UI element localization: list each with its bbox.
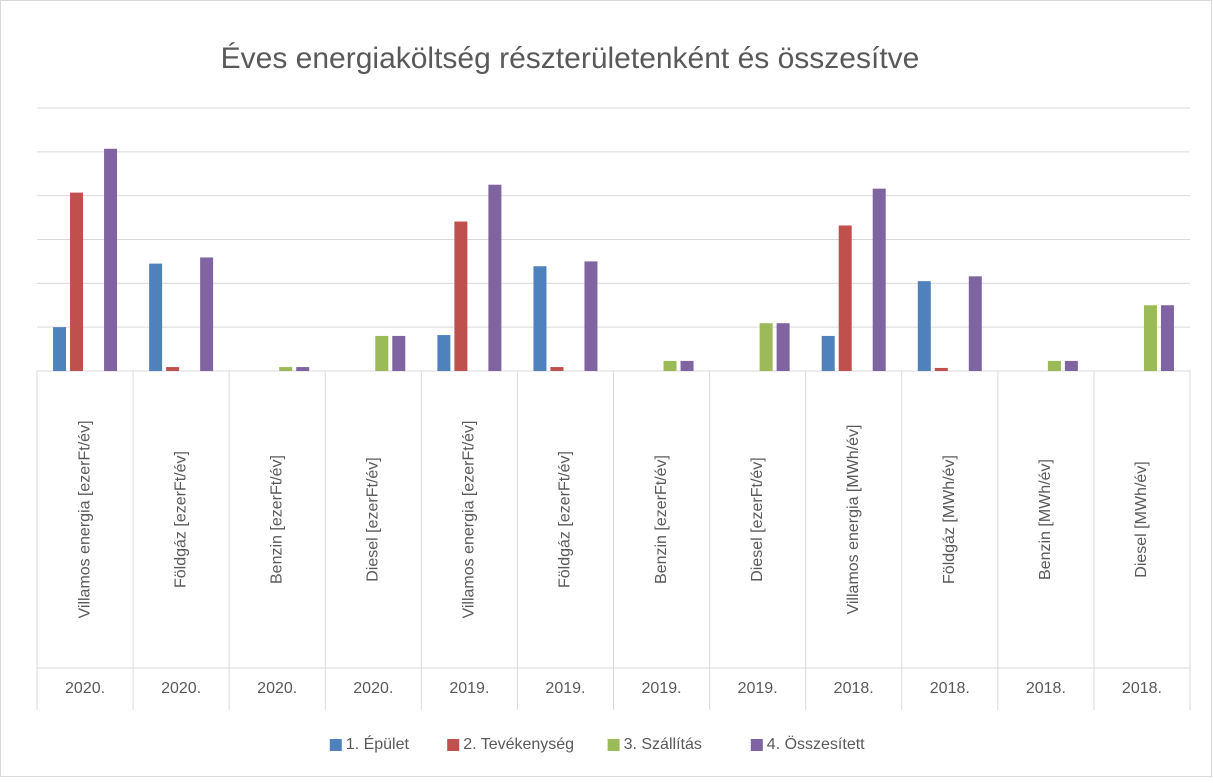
x-tick-label: Diesel [ezerFt/év] bbox=[365, 457, 382, 581]
x-tick-label: Benzin [MWh/év] bbox=[1037, 459, 1054, 580]
bar bbox=[200, 257, 214, 371]
bar bbox=[375, 335, 389, 371]
x-group-label: 2019. bbox=[545, 680, 585, 697]
bar bbox=[1143, 305, 1157, 371]
legend-swatch bbox=[329, 739, 342, 751]
legend-label: 3. Szállítás bbox=[624, 736, 702, 753]
legend-label: 1. Épület bbox=[346, 734, 410, 753]
bar bbox=[1047, 360, 1061, 371]
bar bbox=[279, 367, 293, 371]
x-group-label: 2018. bbox=[1122, 680, 1162, 697]
bar bbox=[488, 184, 502, 371]
x-tick-label: Villamos energia [ezerFt/év] bbox=[461, 420, 478, 618]
x-group-label: 2020. bbox=[257, 680, 297, 697]
bar bbox=[934, 367, 948, 371]
x-group-label: 2019. bbox=[449, 680, 489, 697]
x-group-label: 2019. bbox=[642, 680, 682, 697]
legend-label: 2. Tevékenység bbox=[463, 736, 574, 753]
x-tick-label: Diesel [ezerFt/év] bbox=[749, 457, 766, 581]
bar bbox=[149, 263, 163, 371]
bar bbox=[838, 225, 852, 371]
bar bbox=[759, 323, 773, 371]
x-group-label: 2019. bbox=[738, 680, 778, 697]
x-tick-label: Benzin [ezerFt/év] bbox=[268, 455, 285, 584]
x-group-label: 2018. bbox=[1026, 680, 1066, 697]
bar bbox=[454, 221, 468, 371]
bar bbox=[776, 323, 790, 371]
legend-swatch bbox=[607, 739, 620, 751]
bar bbox=[550, 367, 564, 371]
bar bbox=[968, 276, 982, 371]
chart-title: Éves energiaköltség részterületenként és… bbox=[221, 42, 920, 75]
bar bbox=[533, 266, 547, 371]
bar bbox=[1064, 360, 1078, 371]
x-tick-label: Benzin [ezerFt/év] bbox=[653, 455, 670, 584]
x-group-label: 2020. bbox=[65, 680, 105, 697]
legend-label: 4. Összesített bbox=[767, 735, 865, 753]
bar bbox=[821, 335, 835, 371]
x-group-label: 2020. bbox=[161, 680, 201, 697]
bar bbox=[680, 360, 694, 371]
bar bbox=[166, 367, 180, 371]
bar bbox=[296, 367, 310, 371]
x-group-label: 2020. bbox=[353, 680, 393, 697]
bar bbox=[663, 360, 677, 371]
bar bbox=[392, 335, 406, 371]
x-tick-label: Villamos energia [ezerFt/év] bbox=[76, 420, 93, 618]
x-tick-label: Villamos energia [MWh/év] bbox=[845, 424, 862, 614]
legend-swatch bbox=[750, 739, 763, 751]
bar bbox=[53, 327, 67, 371]
x-tick-label: Földgáz [MWh/év] bbox=[941, 455, 958, 584]
x-group-label: 2018. bbox=[834, 680, 874, 697]
bar bbox=[872, 188, 886, 371]
bar bbox=[437, 335, 451, 371]
legend-swatch bbox=[447, 739, 460, 751]
bar bbox=[104, 148, 118, 371]
bar bbox=[1160, 305, 1174, 371]
bar bbox=[70, 192, 84, 371]
x-tick-label: Földgáz [ezerFt/év] bbox=[172, 451, 189, 588]
x-group-label: 2018. bbox=[930, 680, 970, 697]
bar bbox=[584, 261, 598, 371]
x-tick-label: Földgáz [ezerFt/év] bbox=[557, 451, 574, 588]
x-tick-label: Diesel [MWh/év] bbox=[1133, 461, 1150, 577]
bar bbox=[917, 281, 931, 371]
